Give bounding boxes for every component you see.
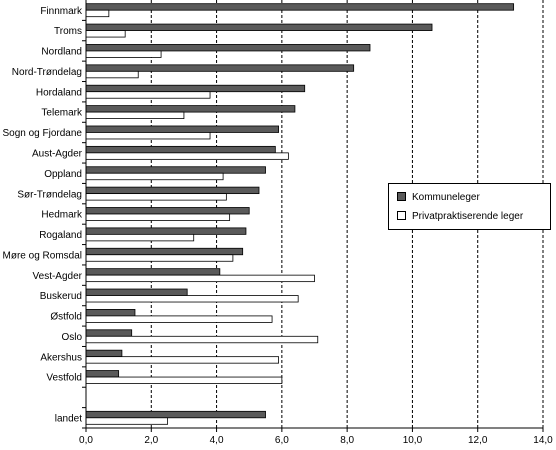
- bar-privatpraktiserende-leger-finnmark: [85, 9, 110, 18]
- bar-privatpraktiserende-leger-sogn-og-fjordane: [85, 132, 211, 140]
- bar-kommuneleger-rogaland: [85, 227, 247, 235]
- bar-kommuneleger-telemark: [85, 105, 296, 113]
- bar-kommuneleger-troms: [85, 23, 433, 31]
- bar-privatpraktiserende-leger-hordaland: [85, 91, 211, 99]
- bar-privatpraktiserende-leger-buskerud: [85, 295, 299, 303]
- bar-privatpraktiserende-leger-akershus: [85, 356, 279, 364]
- category-label: Nordland: [41, 47, 82, 58]
- category-label: Oslo: [61, 332, 82, 343]
- bar-kommuneleger-nord-trondelag: [85, 64, 355, 72]
- bar-kommuneleger-oppland: [85, 166, 266, 174]
- bar-privatpraktiserende-leger-oppland: [85, 172, 224, 181]
- category-label: Aust-Agder: [32, 148, 83, 159]
- bar-kommuneleger-oslo: [85, 329, 133, 337]
- x-tick-label: 4,0: [210, 435, 224, 446]
- bar-kommuneleger-finnmark: [85, 3, 515, 11]
- category-label: Sogn og Fjordane: [2, 128, 82, 139]
- bar-privatpraktiserende-leger-rogaland: [85, 233, 195, 242]
- bar-privatpraktiserende-leger-vestfold: [85, 376, 283, 384]
- category-label: Akershus: [40, 352, 82, 363]
- bar-kommuneleger-hordaland: [85, 84, 306, 93]
- x-tick-label: 14,0: [533, 435, 553, 446]
- bar-privatpraktiserende-leger-sor-trondelag: [85, 193, 227, 201]
- bar-privatpraktiserende-leger-aust-agder: [85, 152, 289, 160]
- category-label: Buskerud: [40, 291, 82, 302]
- legend-label-privatpraktiserende: Privatpraktiserende leger: [412, 211, 524, 222]
- bar-privatpraktiserende-leger-vest-agder: [85, 274, 315, 283]
- legend-label-kommuneleger: Kommuneleger: [412, 192, 480, 203]
- bar-kommuneleger-more-og-romsdal: [85, 247, 244, 256]
- legend: Kommuneleger Privatpraktiserende leger: [388, 183, 551, 230]
- category-label: Møre og Romsdal: [3, 250, 82, 261]
- category-label: Vest-Agder: [33, 271, 83, 282]
- category-label: Østfold: [50, 312, 82, 323]
- category-label: Rogaland: [39, 230, 82, 241]
- x-tick-label: 8,0: [340, 435, 354, 446]
- bar-kommuneleger-ostfold: [85, 309, 136, 317]
- category-label: Telemark: [41, 108, 83, 119]
- legend-swatch-kommuneleger: [397, 191, 406, 201]
- category-label: Sør-Trøndelag: [17, 189, 82, 200]
- x-tick-label: 12,0: [468, 435, 488, 446]
- bar-kommuneleger-vest-agder: [85, 268, 221, 276]
- bar-privatpraktiserende-leger-hedmark: [85, 213, 231, 221]
- bar-kommuneleger-nordland: [85, 44, 371, 52]
- category-label: Finnmark: [40, 6, 83, 17]
- bar-privatpraktiserende-leger-telemark: [85, 111, 185, 119]
- bar-privatpraktiserende-leger-troms: [85, 30, 126, 38]
- bar-privatpraktiserende-leger-more-og-romsdal: [85, 254, 234, 262]
- category-label: landet: [55, 413, 82, 424]
- legend-swatch-privatpraktiserende: [397, 210, 406, 220]
- bar-kommuneleger-hedmark: [85, 207, 250, 215]
- bar-kommuneleger-aust-agder: [85, 145, 276, 154]
- category-label: Oppland: [44, 169, 82, 180]
- category-label: Vestfold: [46, 373, 82, 384]
- bar-privatpraktiserende-leger-landet: [85, 417, 169, 425]
- category-label: Hedmark: [41, 210, 83, 221]
- category-label: Hordaland: [36, 87, 82, 98]
- bar-kommuneleger-buskerud: [85, 288, 188, 296]
- x-tick-label: 2,0: [144, 435, 158, 446]
- category-label: Nord-Trøndelag: [12, 67, 82, 78]
- bar-kommuneleger-akershus: [85, 349, 123, 358]
- bar-privatpraktiserende-leger-ostfold: [85, 315, 273, 323]
- legend-item-kommuneleger: Kommuneleger: [397, 191, 480, 205]
- bar-privatpraktiserende-leger-oslo: [85, 335, 319, 344]
- bar-kommuneleger-sor-trondelag: [85, 186, 260, 195]
- x-tick-label: 0,0: [79, 435, 93, 446]
- bar-kommuneleger-landet: [85, 410, 266, 419]
- bar-privatpraktiserende-leger-nordland: [85, 50, 162, 58]
- category-label: Troms: [54, 26, 82, 37]
- bar-kommuneleger-sogn-og-fjordane: [85, 125, 279, 133]
- bar-privatpraktiserende-leger-nord-trondelag: [85, 70, 139, 79]
- bar-kommuneleger-vestfold: [85, 370, 120, 378]
- x-tick-label: 6,0: [275, 435, 289, 446]
- x-tick-label: 10,0: [403, 435, 423, 446]
- legend-item-privatpraktiserende: Privatpraktiserende leger: [397, 210, 523, 224]
